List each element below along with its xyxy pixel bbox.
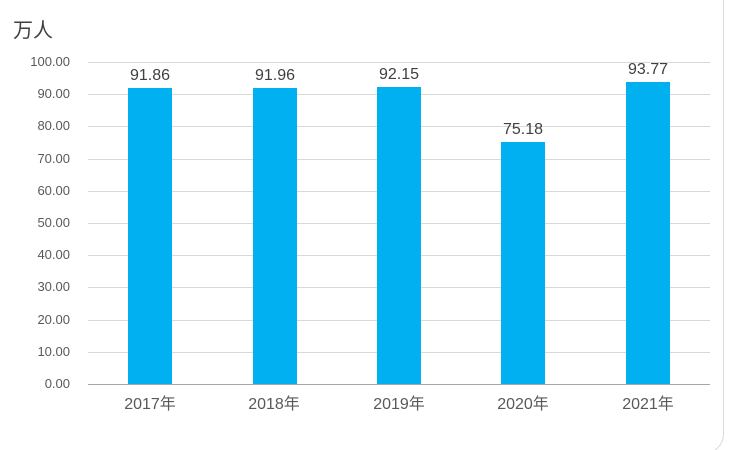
y-axis-unit-label: 万人 xyxy=(13,20,53,42)
gridline xyxy=(88,62,710,63)
plot-area: 91.86 91.96 92.15 75.18 93.77 xyxy=(88,61,710,385)
bar-2020年 xyxy=(501,142,545,384)
bar-value-label: 91.96 xyxy=(254,67,296,84)
y-tick-label: 50.00 xyxy=(37,215,70,230)
bar-value-label: 93.77 xyxy=(627,61,669,78)
bar-2017年 xyxy=(128,88,172,384)
y-tick-label: 90.00 xyxy=(37,86,70,102)
bar-value-label: 92.15 xyxy=(378,66,420,83)
y-tick-label: 30.00 xyxy=(37,279,70,295)
y-tick-label: 60.00 xyxy=(37,182,70,198)
y-tick-label: 80.00 xyxy=(37,118,70,134)
bar-2019年 xyxy=(377,87,421,384)
x-category-label: 2018年 xyxy=(248,396,300,413)
bar-2018年 xyxy=(253,88,297,384)
y-tick-label: 100.00 xyxy=(30,54,70,69)
bar-value-label: 75.18 xyxy=(502,121,544,138)
y-tick-label: 40.00 xyxy=(37,247,70,263)
y-tick-label: 10.00 xyxy=(37,343,70,359)
x-category-label: 2019年 xyxy=(373,396,425,413)
y-tick-label: 20.00 xyxy=(37,311,70,327)
bar-2021年 xyxy=(626,82,670,384)
x-category-label: 2021年 xyxy=(622,396,674,413)
bar-value-label: 91.86 xyxy=(129,67,171,84)
y-tick-label: 70.00 xyxy=(37,150,70,166)
y-tick-label: 0.00 xyxy=(44,376,70,391)
x-category-label: 2020年 xyxy=(497,396,549,413)
x-category-label: 2017年 xyxy=(124,396,176,413)
x-axis-category-labels: 2017年 2018年 2019年 2020年 2021年 xyxy=(88,394,710,418)
